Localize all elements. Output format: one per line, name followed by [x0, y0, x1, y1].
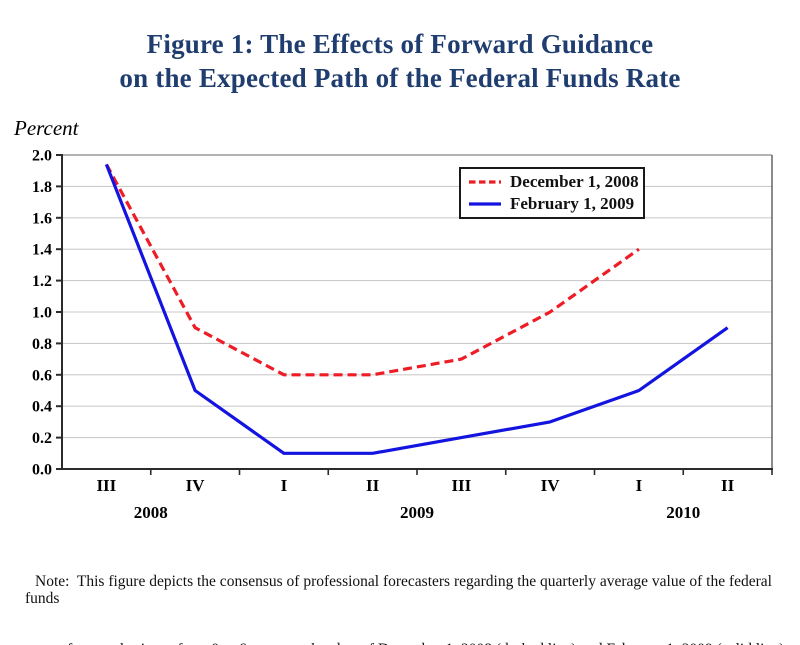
y-tick-label: 1.0	[32, 305, 52, 322]
y-tick-label: 1.2	[32, 273, 52, 290]
x-tick-label: II	[366, 476, 380, 495]
note-line-2: rate at forecast horizons from 0 to 6 qu…	[25, 641, 795, 645]
figure-title: Figure 1: The Effects of Forward Guidanc…	[0, 27, 800, 95]
x-tick-label: I	[281, 476, 288, 495]
figure-note: Note: This figure depicts the consensus …	[25, 539, 795, 645]
x-tick-label: III	[451, 476, 471, 495]
y-tick-label: 1.6	[32, 210, 52, 227]
y-tick-label: 1.8	[32, 179, 52, 196]
figure-title-line1: Figure 1: The Effects of Forward Guidanc…	[146, 29, 654, 59]
legend-item-december: December 1, 2008	[469, 172, 643, 192]
series-line-december-1-2008	[104, 163, 640, 377]
legend-item-february: February 1, 2009	[469, 194, 643, 214]
x-year-label: 2009	[400, 503, 434, 522]
solid-blue-line-sample	[469, 202, 501, 206]
x-tick-label: III	[96, 476, 116, 495]
x-year-label: 2008	[134, 503, 168, 522]
x-tick-label: IV	[186, 476, 206, 495]
note-line-1: Note: This figure depicts the consensus …	[25, 573, 776, 607]
series-line-february-1-2009	[104, 163, 729, 455]
dashed-red-line-sample	[469, 180, 501, 184]
y-tick-label: 1.4	[32, 242, 52, 259]
x-tick-label: IV	[541, 476, 561, 495]
x-tick-label: II	[721, 476, 735, 495]
y-tick-label: 0.6	[32, 367, 52, 384]
figure-title-line2: on the Expected Path of the Federal Fund…	[119, 63, 681, 93]
y-tick-label: 2.0	[32, 148, 52, 165]
y-tick-label: 0.4	[32, 399, 52, 416]
x-tick-label: I	[636, 476, 643, 495]
chart-legend: December 1, 2008 February 1, 2009	[459, 167, 645, 219]
x-year-label: 2010	[666, 503, 700, 522]
y-axis-unit-label: Percent	[14, 116, 79, 140]
y-tick-label: 0.2	[32, 430, 52, 447]
legend-label-december: December 1, 2008	[510, 171, 639, 191]
legend-label-february: February 1, 2009	[510, 194, 635, 214]
y-tick-label: 0.0	[32, 462, 52, 479]
y-tick-label: 0.8	[32, 336, 52, 353]
